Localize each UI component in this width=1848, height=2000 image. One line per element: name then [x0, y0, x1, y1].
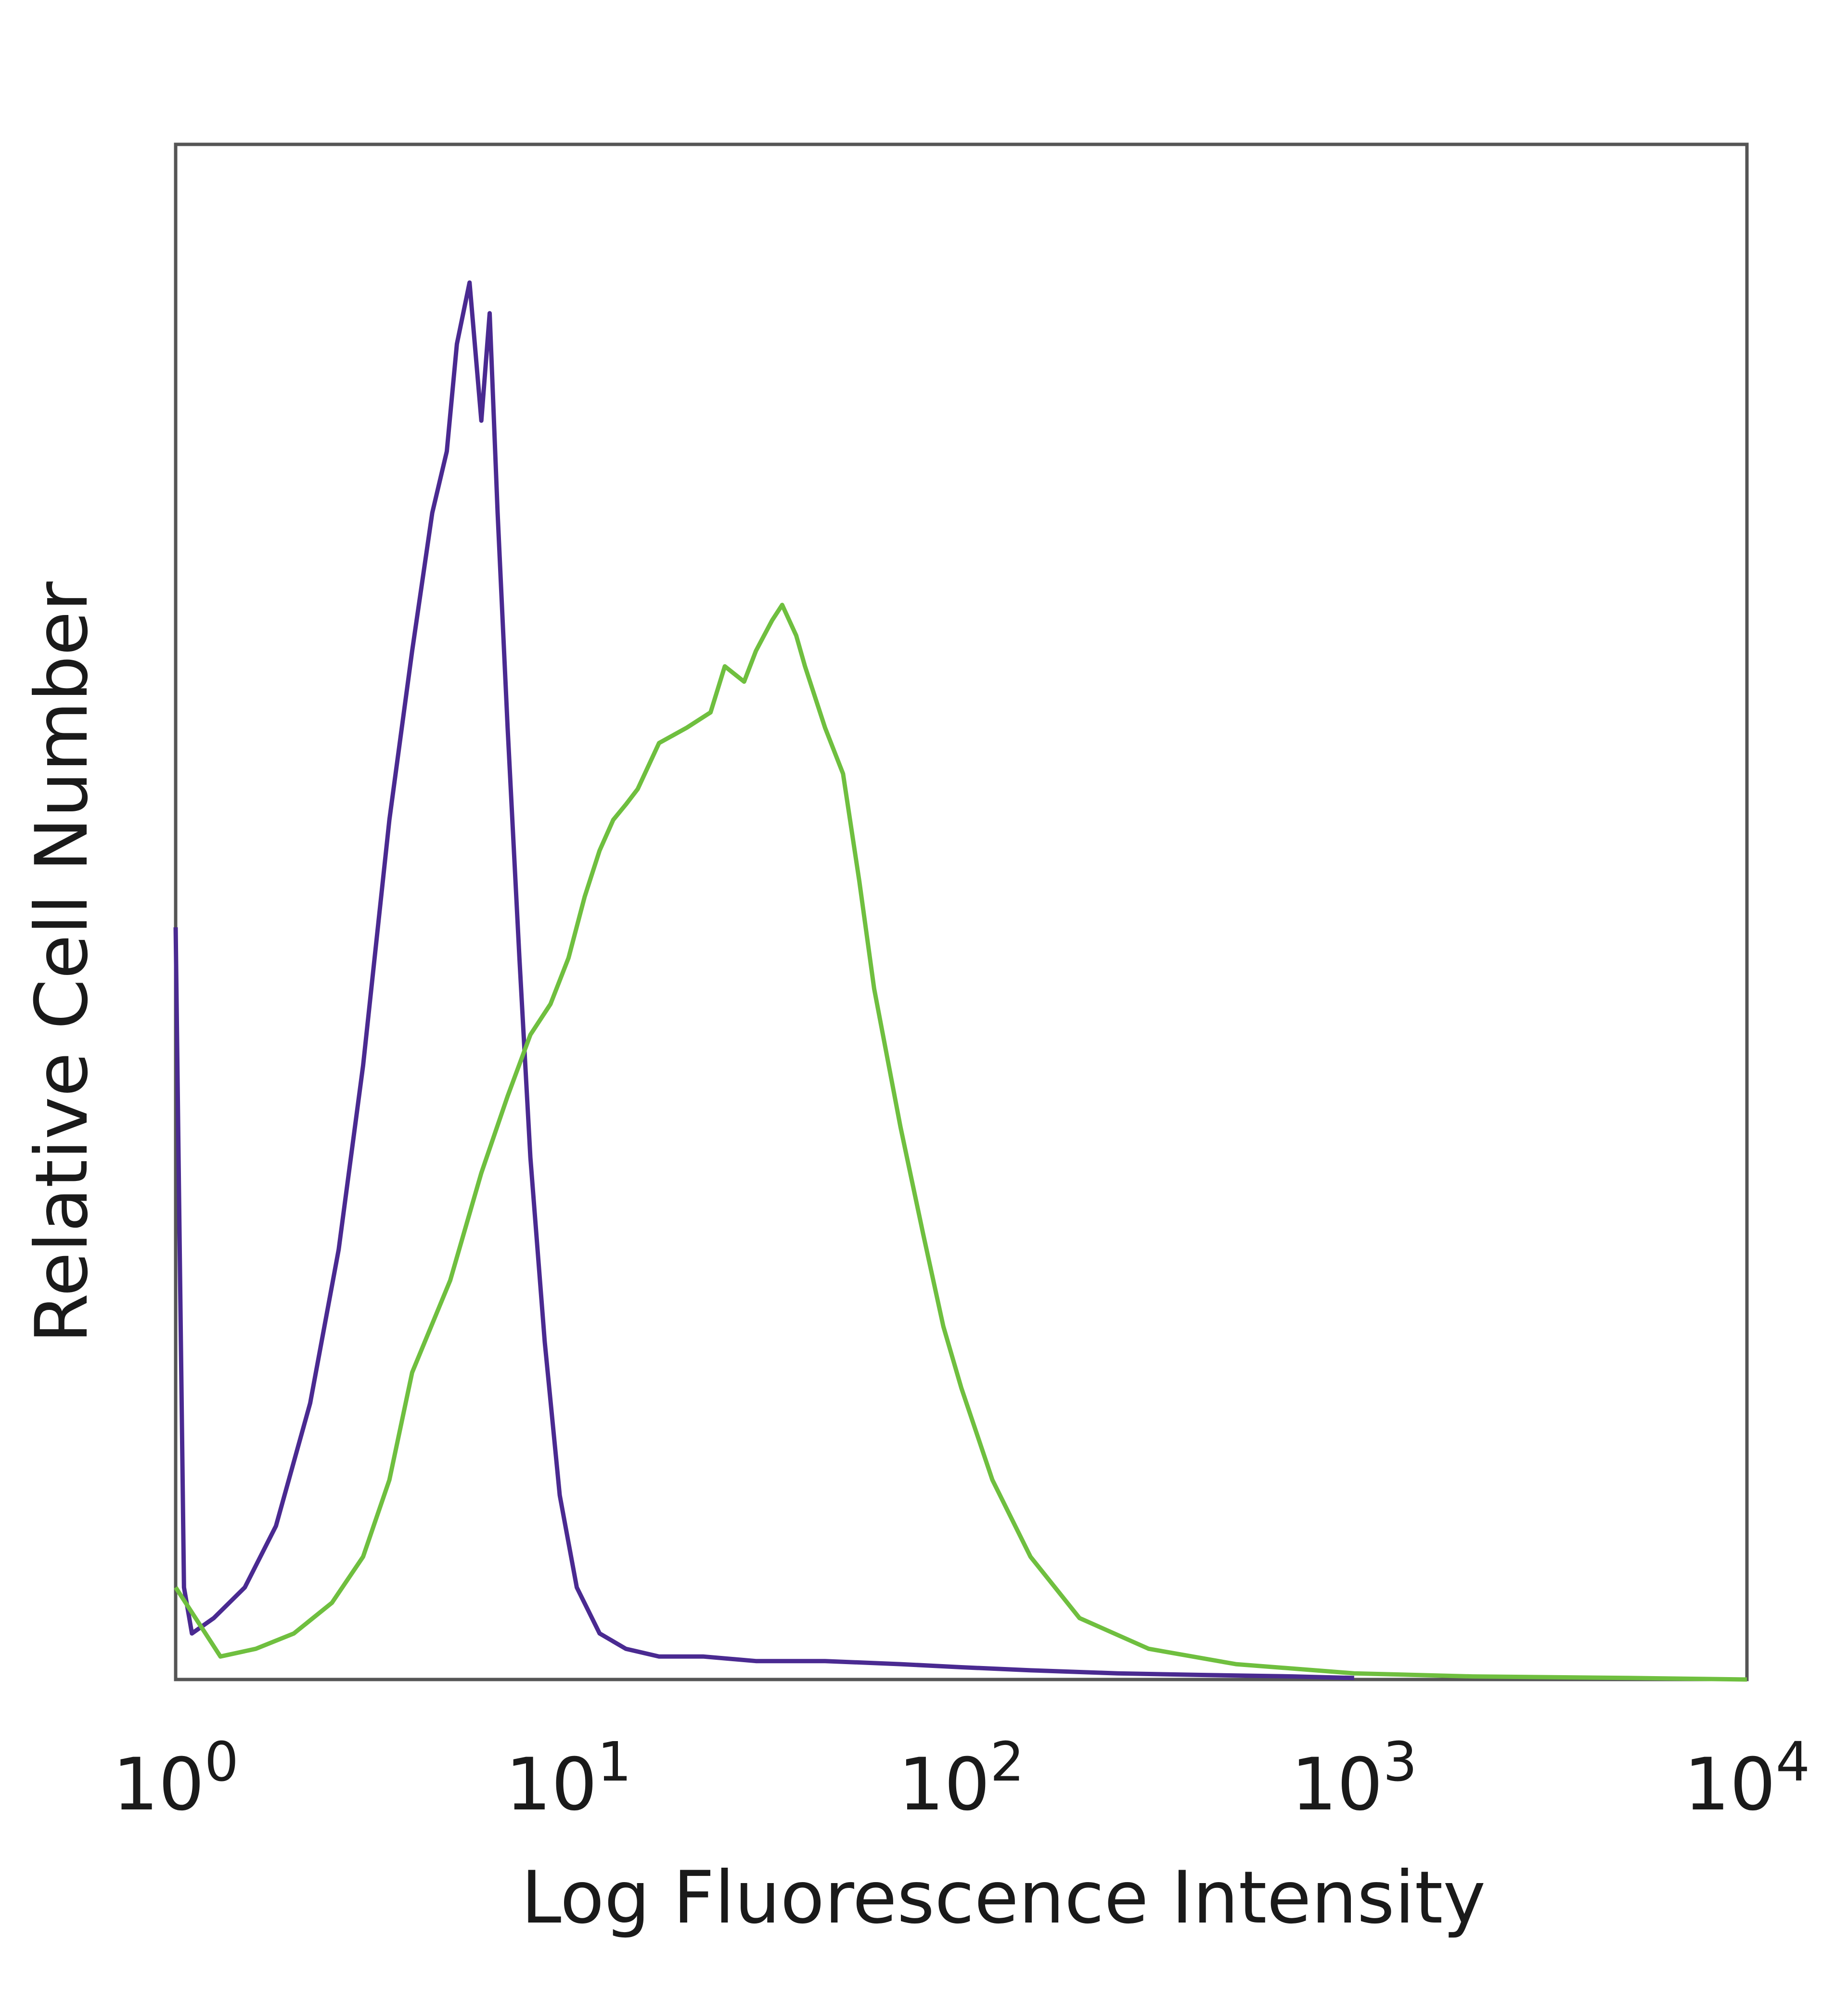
y-axis-title: Relative Cell Number	[20, 581, 104, 1344]
x-tick-label-2: 101	[505, 1731, 631, 1827]
x-tick-label-1: 100	[113, 1731, 239, 1827]
x-tick-label-3: 102	[898, 1731, 1024, 1827]
series-layer	[173, 280, 1747, 1682]
histogram-series-1	[173, 280, 1354, 1680]
x-tick-label-4: 103	[1291, 1731, 1417, 1827]
x-tick-labels: 100 101 102 103 104	[113, 1731, 1810, 1827]
x-axis-title: Log Fluorescence Intensity	[521, 1856, 1486, 1940]
plot-frame	[174, 142, 1749, 1681]
histogram-series-2	[174, 603, 1747, 1682]
x-tick-label-5: 104	[1684, 1731, 1810, 1827]
